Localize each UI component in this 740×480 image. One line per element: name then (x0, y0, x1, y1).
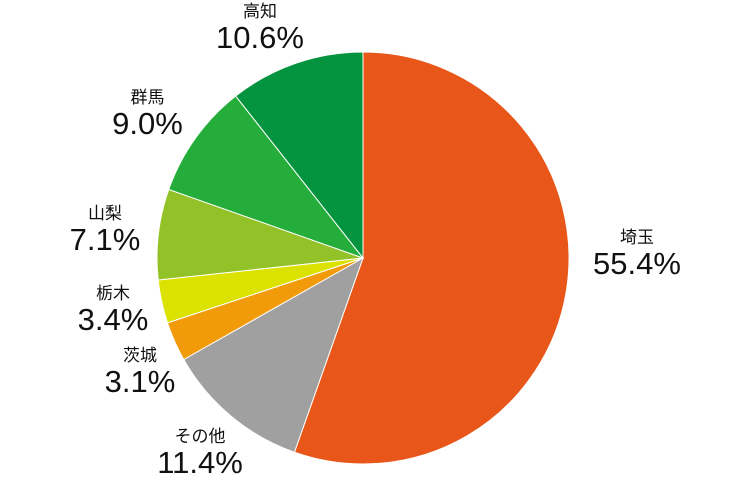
slice-name-tochigi: 栃木 (96, 284, 130, 303)
slice-value-kochi: 10.6% (216, 20, 304, 55)
slice-value-tochigi: 3.4% (77, 302, 149, 337)
slice-name-other: その他 (174, 427, 226, 446)
label-ibaraki: 茨城 3.1% (95, 346, 185, 398)
label-saitama: 埼玉 55.4% (587, 228, 687, 280)
slice-value-ibaraki: 3.1% (104, 364, 176, 399)
label-gunma: 群馬 9.0% (100, 88, 195, 140)
slice-name-ibaraki: 茨城 (123, 346, 157, 365)
slice-name-yamanashi: 山梨 (88, 204, 122, 223)
slice-name-gunma: 群馬 (130, 88, 165, 107)
slice-value-gunma: 9.0% (112, 106, 183, 141)
slice-value-other: 11.4% (157, 445, 243, 480)
slice-name-saitama: 埼玉 (620, 228, 654, 247)
pie-slice-gunma (168, 95, 365, 260)
label-other: その他 11.4% (145, 427, 255, 479)
slice-name-kochi: 高知 (243, 2, 277, 21)
label-tochigi: 栃木 3.4% (68, 284, 158, 336)
label-kochi: 高知 10.6% (205, 2, 315, 54)
label-yamanashi: 山梨 7.1% (60, 204, 150, 256)
pie-slice-other (183, 256, 364, 453)
slice-value-yamanashi: 7.1% (69, 222, 141, 257)
slice-value-saitama: 55.4% (593, 246, 681, 281)
pie-slice-kochi (235, 51, 364, 260)
